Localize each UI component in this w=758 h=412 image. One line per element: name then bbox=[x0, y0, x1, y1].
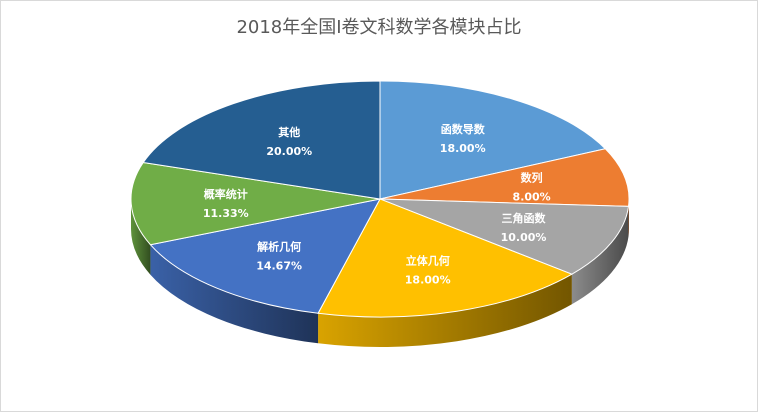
data-label-value: 8.00% bbox=[513, 190, 551, 203]
data-label-value: 10.00% bbox=[501, 231, 547, 244]
pie-tops bbox=[130, 80, 630, 318]
slice-side-解析几何 bbox=[150, 244, 319, 344]
data-label-category: 概率统计 bbox=[204, 187, 248, 201]
data-label-category: 函数导数 bbox=[441, 122, 486, 136]
slice-side-三角函数 bbox=[571, 206, 629, 305]
data-label-category: 解析几何 bbox=[257, 239, 301, 253]
chart-title: 2018年全国I卷文科数学各模块占比 bbox=[236, 17, 522, 38]
slice-立体几何[interactable] bbox=[317, 198, 574, 318]
slice-数列[interactable] bbox=[379, 148, 630, 207]
data-label-value: 18.00% bbox=[405, 274, 451, 287]
slice-解析几何[interactable] bbox=[149, 198, 381, 314]
data-label-value: 18.00% bbox=[440, 142, 486, 155]
data-label-category: 其他 bbox=[278, 125, 300, 139]
slice-其他[interactable] bbox=[142, 80, 381, 200]
data-label-value: 20.00% bbox=[266, 145, 312, 158]
data-label-value: 14.67% bbox=[256, 259, 302, 272]
slice-函数导数[interactable] bbox=[379, 80, 607, 200]
slice-三角函数[interactable] bbox=[379, 198, 630, 275]
data-label-category: 立体几何 bbox=[406, 254, 450, 268]
data-labels: 函数导数 18.00% 数列 8.00% 三角函数 10.00% 立体几何 18.00% 解析几… bbox=[203, 122, 551, 286]
data-label-category: 三角函数 bbox=[502, 211, 547, 225]
slice-side-概率统计 bbox=[131, 199, 151, 275]
slice-side-立体几何 bbox=[318, 274, 572, 347]
data-label-category: 数列 bbox=[521, 170, 543, 184]
data-label-value: 11.33% bbox=[203, 207, 249, 220]
slice-概率统计[interactable] bbox=[130, 161, 381, 246]
